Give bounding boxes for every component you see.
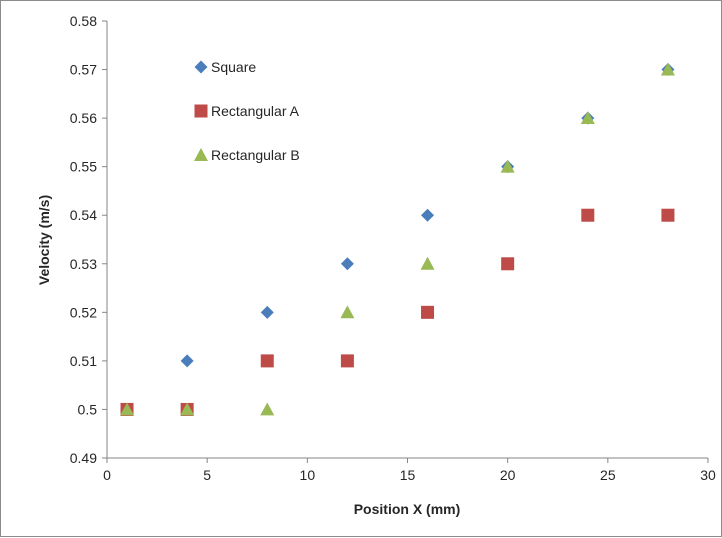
data-point <box>421 305 435 319</box>
tick-labels: 0.49 0.5 0.51 0.52 0.53 0.54 0.55 0.56 0.57 0.58 0… <box>70 13 716 483</box>
legend-label: Square <box>211 59 256 75</box>
legend-label: Rectangular B <box>211 147 300 163</box>
legend-label: Rectangular A <box>211 103 300 119</box>
data-point <box>660 62 675 76</box>
y-tick-label: 0.55 <box>70 159 97 175</box>
y-tick-label: 0.53 <box>70 256 97 272</box>
data-point <box>581 208 595 222</box>
data-point <box>340 354 354 368</box>
data-point <box>260 354 274 368</box>
y-tick-label: 0.51 <box>70 353 97 369</box>
y-tick-label: 0.49 <box>70 450 97 466</box>
data-point <box>340 257 354 271</box>
y-tick-label: 0.58 <box>70 13 97 29</box>
data-point <box>180 354 194 368</box>
x-tick-label: 20 <box>500 467 516 483</box>
data-point <box>420 256 435 270</box>
data-points <box>120 62 675 416</box>
legend: Square Rectangular A Rectangular B <box>194 59 300 163</box>
x-tick-label: 25 <box>600 467 616 483</box>
data-point <box>260 305 274 319</box>
x-tick-label: 0 <box>103 467 111 483</box>
legend-item: Rectangular A <box>194 103 300 119</box>
x-tick-label: 15 <box>400 467 416 483</box>
data-point <box>501 257 515 271</box>
data-point <box>421 208 435 222</box>
axes <box>102 20 709 463</box>
data-point <box>580 111 595 125</box>
series-rectangular-a <box>120 208 675 416</box>
data-point <box>340 305 355 319</box>
y-tick-label: 0.56 <box>70 110 97 126</box>
legend-item: Square <box>194 59 256 75</box>
y-tick-label: 0.52 <box>70 304 97 320</box>
x-axis-title: Position X (mm) <box>354 501 461 517</box>
data-point <box>661 208 675 222</box>
legend-marker <box>194 60 208 74</box>
data-point <box>260 402 275 416</box>
x-tick-label: 5 <box>203 467 211 483</box>
legend-item: Rectangular B <box>194 147 300 163</box>
series-rectangular-b <box>120 62 675 416</box>
y-axis-title: Velocity (m/s) <box>36 195 52 285</box>
data-point <box>120 402 135 416</box>
y-tick-label: 0.57 <box>70 62 97 78</box>
y-tick-label: 0.54 <box>70 207 97 223</box>
x-tick-label: 10 <box>300 467 316 483</box>
data-point <box>180 402 195 416</box>
data-point <box>500 159 515 173</box>
legend-marker <box>194 148 208 161</box>
x-tick-label: 30 <box>700 467 716 483</box>
legend-marker <box>194 104 208 118</box>
y-tick-label: 0.5 <box>78 401 98 417</box>
